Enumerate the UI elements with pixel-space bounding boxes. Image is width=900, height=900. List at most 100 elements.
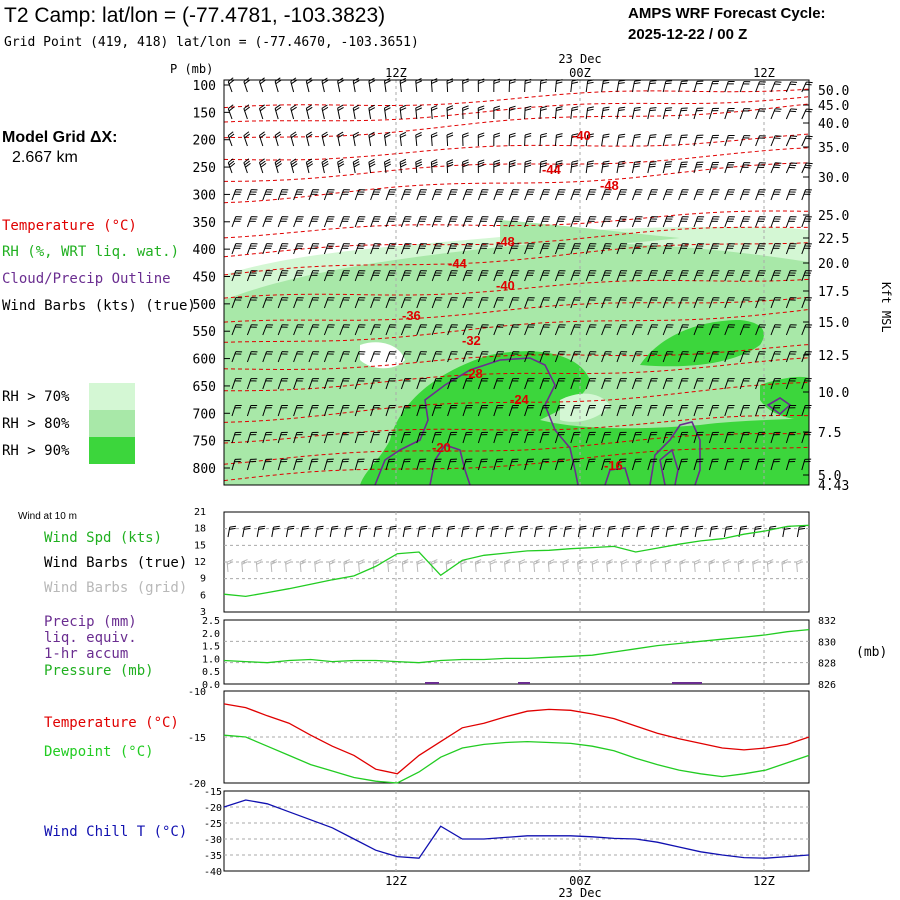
cross-section-barb-317-staff xyxy=(431,297,437,309)
cross-section-barb-50-flag-1 xyxy=(415,107,422,111)
temperature-contour-labels: -40 -44 -48 -48 -44 -40 -36 -32 -28 -24 -20 -16 xyxy=(402,128,623,473)
cross-section-barb-267-staff xyxy=(246,270,252,282)
cross-section-barb-549-staff xyxy=(493,459,498,471)
cross-section-barb-156-staff xyxy=(293,189,298,201)
cross-section-barb-547-staff xyxy=(462,459,467,471)
grid-barb-33-flag-1 xyxy=(708,561,716,565)
cross-section-barb-79-flag-0 xyxy=(274,131,281,136)
precip-bar-1 xyxy=(425,682,439,684)
cross-section-barb-460-staff xyxy=(293,405,298,417)
cross-section-barb-296-staff xyxy=(693,270,699,282)
temperature-contour-label-9: -24 xyxy=(510,392,530,407)
pressure-tick-800: 800 xyxy=(193,462,216,477)
wind-barbs-true-legend: Wind Barbs (true) xyxy=(44,555,187,571)
cross-section-barb-5-staff xyxy=(305,81,310,93)
cross-section-barb-91-flag-1 xyxy=(462,134,469,138)
cross-section-barb-96-flag-0 xyxy=(540,132,548,136)
cross-section-barb-22-staff xyxy=(570,81,573,93)
cross-section-barb-242-staff xyxy=(447,243,452,255)
cross-section-barb-388-staff xyxy=(354,351,360,363)
cross-section-barb-27-flag-0 xyxy=(650,80,657,82)
grid-barb-27-flag-1 xyxy=(621,561,628,565)
true-barb-20-flag-1 xyxy=(521,527,528,530)
cross-section-barb-238-staff xyxy=(385,243,391,255)
cross-section-barb-234-staff xyxy=(323,243,329,255)
cross-section-barb-210-staff xyxy=(539,216,545,228)
cross-section-barb-10-staff xyxy=(383,81,387,93)
cross-section-barb-302-staff xyxy=(785,270,791,282)
cross-section-barb-120-flag-2 xyxy=(322,163,329,168)
cross-section-barb-66-flag-1 xyxy=(665,109,672,112)
cross-section-barb-62-flag-0 xyxy=(603,106,610,109)
cross-section-barb-482-staff xyxy=(631,405,637,417)
windchill-y-ticks: -15 -20 -25 -30 -35 -40 xyxy=(204,787,222,878)
cross-section-barb-335-staff xyxy=(708,297,714,309)
true-barb-13-staff xyxy=(417,527,421,538)
cross-section-barb-209-staff xyxy=(524,216,529,228)
true-barb-32-staff xyxy=(694,527,698,538)
grid-barb-3-staff xyxy=(270,561,273,573)
cross-section-barb-211-staff xyxy=(554,216,560,228)
cloud-outline-right2 xyxy=(649,421,701,486)
cross-section-barb-78-flag-1 xyxy=(259,133,266,139)
cross-section-barb-555-staff xyxy=(585,459,590,471)
cross-section-barb-121-staff xyxy=(337,162,341,174)
pressure-ytick-828: 828 xyxy=(818,659,836,670)
cross-section-barb-127-flag-2 xyxy=(431,163,438,168)
cross-section-barb-511-staff xyxy=(493,432,498,444)
cross-section-barb-391-staff xyxy=(400,351,406,363)
cross-section-barb-114-flag-1 xyxy=(228,160,235,166)
kft-tick-7: 20.0 xyxy=(818,257,849,272)
cross-section-barb-54-flag-0 xyxy=(478,105,485,109)
cross-section-barb-142-flag-1 xyxy=(665,163,672,166)
cross-section-barb-485-staff xyxy=(678,405,683,417)
cross-section-barb-115-flag-1 xyxy=(244,160,250,166)
precip-legend-accum: 1-hr accum xyxy=(44,646,128,662)
pressure-panel: Precip (mm) liq. equiv. 1-hr accum Press… xyxy=(44,614,887,691)
cross-section-barb-121-flag-0 xyxy=(337,158,344,163)
cross-section-barb-169-staff xyxy=(493,189,499,201)
cross-section-barb-468-staff xyxy=(416,405,421,417)
cross-section-barb-76-flag-0 xyxy=(227,131,234,137)
cross-section-barb-557-staff xyxy=(616,459,621,471)
cross-section-barb-176-staff xyxy=(601,189,606,201)
pressure-axis-label: P (mb) xyxy=(170,62,213,76)
cross-section-barb-100-flag-0 xyxy=(603,133,610,136)
cross-section-barb-67-staff xyxy=(678,108,682,120)
cross-section-barb-479-staff xyxy=(585,405,591,417)
cross-section-barb-90-staff xyxy=(446,134,449,147)
cross-section-barb-68-staff xyxy=(693,108,698,120)
cross-section-barb-136-staff xyxy=(570,162,573,174)
kft-tick-6: 22.5 xyxy=(818,232,849,247)
cross-section-barb-336-staff xyxy=(724,297,730,309)
grid-barb-3-flag-1 xyxy=(270,561,278,565)
true-barb-13-flag-1 xyxy=(419,527,426,530)
grid-barb-22-staff xyxy=(547,561,550,573)
cross-section-barb-569-staff xyxy=(801,459,806,471)
cross-section-barb-417-staff xyxy=(801,351,807,363)
cross-section-barb-93-flag-1 xyxy=(493,134,501,138)
precip-ytick-2: 1.5 xyxy=(202,642,220,653)
cross-section-barb-540-staff xyxy=(354,459,359,471)
bottom-time-12z-b: 12Z xyxy=(753,874,775,888)
pressure-line xyxy=(223,628,810,664)
cross-section-barb-498-staff xyxy=(293,432,298,444)
cross-section-barb-121-flag-1 xyxy=(337,160,344,166)
cross-section-barb-385-staff xyxy=(308,351,314,363)
cross-section-barb-382-staff xyxy=(262,351,268,363)
cross-section-barb-173-staff xyxy=(554,189,560,201)
rh80-swatch xyxy=(89,410,135,437)
cross-section-barb-73-staff xyxy=(770,108,776,120)
grid-barb-28-flag-1 xyxy=(635,561,643,565)
cross-section-barb-59-flag-1 xyxy=(556,108,563,111)
cross-section-barb-141-flag-1 xyxy=(649,163,656,166)
wind-panel-frame xyxy=(223,511,810,613)
cross-section-barb-195-staff xyxy=(308,216,314,228)
cross-section-barb-106-staff xyxy=(693,135,698,147)
cross-section-barb-65-flag-1 xyxy=(649,109,656,112)
cross-section-barb-496-staff xyxy=(262,432,267,444)
cross-section-barb-42-flag-1 xyxy=(291,106,297,112)
cross-section-barb-342-staff xyxy=(231,324,237,336)
cross-section-barb-522-staff xyxy=(662,432,667,444)
cross-section-barb-92-flag-0 xyxy=(478,132,485,136)
